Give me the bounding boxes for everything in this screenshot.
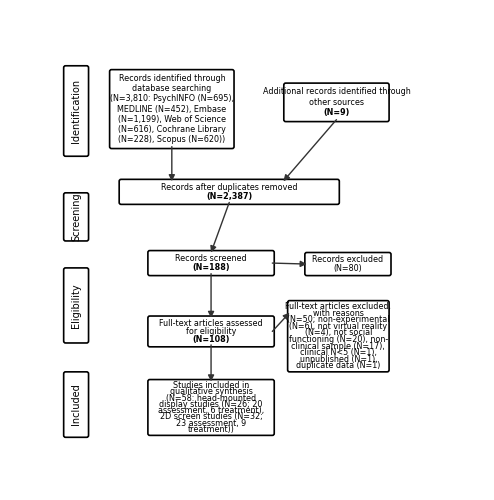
- Text: with reasons: with reasons: [313, 309, 364, 318]
- Text: (N=50; non-experimental: (N=50; non-experimental: [287, 316, 390, 324]
- Text: (N=80): (N=80): [333, 264, 362, 272]
- Text: clinical N<5 (N=1),: clinical N<5 (N=1),: [300, 348, 377, 357]
- Text: assessment, 6 treatment),: assessment, 6 treatment),: [158, 406, 264, 415]
- Text: (N=2,387): (N=2,387): [206, 192, 252, 201]
- Text: display studies (N=26; 20: display studies (N=26; 20: [160, 400, 263, 409]
- Text: Eligibility: Eligibility: [71, 283, 81, 328]
- Text: other sources: other sources: [309, 98, 364, 107]
- Text: (N=616), Cochrane Library: (N=616), Cochrane Library: [118, 125, 226, 134]
- Text: qualitative synthesis: qualitative synthesis: [169, 388, 252, 396]
- Text: Full-text articles excluded,: Full-text articles excluded,: [286, 302, 391, 312]
- Text: for eligibility: for eligibility: [186, 327, 236, 336]
- FancyBboxPatch shape: [148, 380, 274, 436]
- Text: unpublished (N=1),: unpublished (N=1),: [299, 354, 377, 364]
- Text: Records identified through: Records identified through: [119, 74, 225, 82]
- Text: (N=3,810: PsychINFO (N=695),: (N=3,810: PsychINFO (N=695),: [110, 94, 234, 104]
- Text: (N=1,199), Web of Science: (N=1,199), Web of Science: [118, 115, 226, 124]
- Text: Full-text articles assessed: Full-text articles assessed: [159, 319, 263, 328]
- FancyBboxPatch shape: [110, 70, 234, 148]
- Text: Additional records identified through: Additional records identified through: [263, 88, 411, 96]
- Text: MEDLINE (N=452), Embase: MEDLINE (N=452), Embase: [117, 104, 226, 114]
- Text: treatment)): treatment)): [188, 425, 235, 434]
- Text: Included: Included: [71, 384, 81, 426]
- Text: (N=6), not virtual reality: (N=6), not virtual reality: [289, 322, 387, 331]
- FancyBboxPatch shape: [64, 268, 88, 343]
- Text: duplicate data (N=1): duplicate data (N=1): [296, 361, 380, 370]
- Text: 2D screen studies (N=32;: 2D screen studies (N=32;: [160, 412, 262, 422]
- FancyBboxPatch shape: [64, 193, 88, 241]
- Text: 23 assessment, 9: 23 assessment, 9: [176, 418, 246, 428]
- Text: database searching: database searching: [132, 84, 211, 93]
- FancyBboxPatch shape: [119, 180, 339, 204]
- Text: (N=228), Scopus (N=620)): (N=228), Scopus (N=620)): [118, 136, 225, 144]
- Text: Records after duplicates removed: Records after duplicates removed: [161, 183, 297, 192]
- Text: (N=9): (N=9): [323, 108, 350, 118]
- Text: (N=188): (N=188): [192, 263, 230, 272]
- Text: functioning (N=20), non-: functioning (N=20), non-: [288, 335, 388, 344]
- Text: Identification: Identification: [71, 79, 81, 143]
- Text: Records screened: Records screened: [175, 254, 247, 263]
- FancyBboxPatch shape: [148, 250, 274, 276]
- Text: (N=58: head-mounted: (N=58: head-mounted: [166, 394, 256, 402]
- FancyBboxPatch shape: [64, 372, 88, 438]
- Text: Records excluded: Records excluded: [312, 256, 383, 264]
- FancyBboxPatch shape: [284, 83, 389, 122]
- Text: Screening: Screening: [71, 192, 81, 241]
- FancyBboxPatch shape: [305, 252, 391, 276]
- FancyBboxPatch shape: [288, 300, 389, 372]
- Text: clinical sample (N=17),: clinical sample (N=17),: [291, 342, 385, 350]
- Text: Studies included in: Studies included in: [173, 381, 249, 390]
- FancyBboxPatch shape: [148, 316, 274, 347]
- Text: (N=108): (N=108): [192, 335, 230, 344]
- FancyBboxPatch shape: [64, 66, 88, 156]
- Text: (N=4), not social: (N=4), not social: [305, 328, 372, 338]
